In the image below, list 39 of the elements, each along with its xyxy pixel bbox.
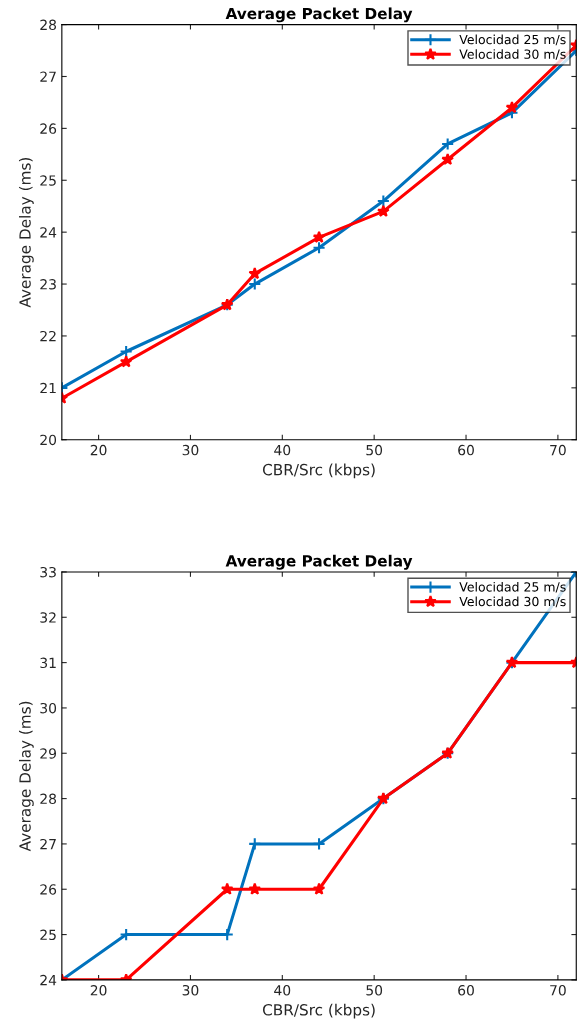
- y-tick-label: 32: [40, 612, 56, 623]
- y-tick-label: 24: [40, 227, 57, 238]
- y-tick-label: 23: [40, 279, 56, 290]
- x-tick-label: 20: [90, 985, 107, 996]
- chart-title: Average Packet Delay: [225, 7, 413, 23]
- y-tick-label: 30: [40, 702, 57, 714]
- y-tick-label: 22: [40, 330, 56, 342]
- y-tick-label: 21: [40, 382, 56, 394]
- y-tick-label: 24: [40, 974, 57, 986]
- y-tick-label: 25: [40, 175, 56, 186]
- y-tick-label: 31: [40, 657, 56, 669]
- x-tick-label: 40: [274, 444, 291, 456]
- x-tick-label: 70: [550, 444, 566, 456]
- x-tick-label: 20: [90, 444, 107, 456]
- x-tick-label: 60: [458, 444, 474, 456]
- x-tick-label: 40: [274, 985, 291, 996]
- x-tick-label: 30: [182, 985, 199, 996]
- y-axis-title: Average Delay (ms): [18, 701, 34, 852]
- chart-title: Average Packet Delay: [225, 554, 413, 570]
- x-tick-label: 70: [550, 985, 566, 996]
- x-tick-label: 60: [458, 985, 474, 996]
- y-tick-label: 27: [40, 71, 56, 82]
- y-tick-label: 28: [40, 19, 57, 31]
- y-tick-label: 20: [40, 434, 57, 446]
- y-axis-title: Average Delay (ms): [18, 157, 34, 308]
- legend-label: Velocidad 30 m/s: [459, 49, 566, 60]
- x-tick-label: 50: [366, 985, 383, 996]
- y-tick-label: 26: [40, 123, 57, 134]
- y-tick-label: 33: [40, 566, 56, 578]
- y-tick-label: 27: [40, 838, 56, 850]
- y-tick-label: 28: [40, 793, 57, 805]
- x-tick-label: 30: [182, 444, 199, 456]
- x-axis-title: CBR/Src (kbps): [262, 1003, 375, 1019]
- y-tick-label: 25: [40, 929, 56, 941]
- x-tick-label: 50: [366, 444, 383, 456]
- legend-label: Velocidad 25 m/s: [459, 34, 566, 46]
- y-tick-label: 29: [40, 748, 57, 759]
- x-axis-title: CBR/Src (kbps): [262, 463, 375, 479]
- y-tick-label: 26: [40, 884, 57, 895]
